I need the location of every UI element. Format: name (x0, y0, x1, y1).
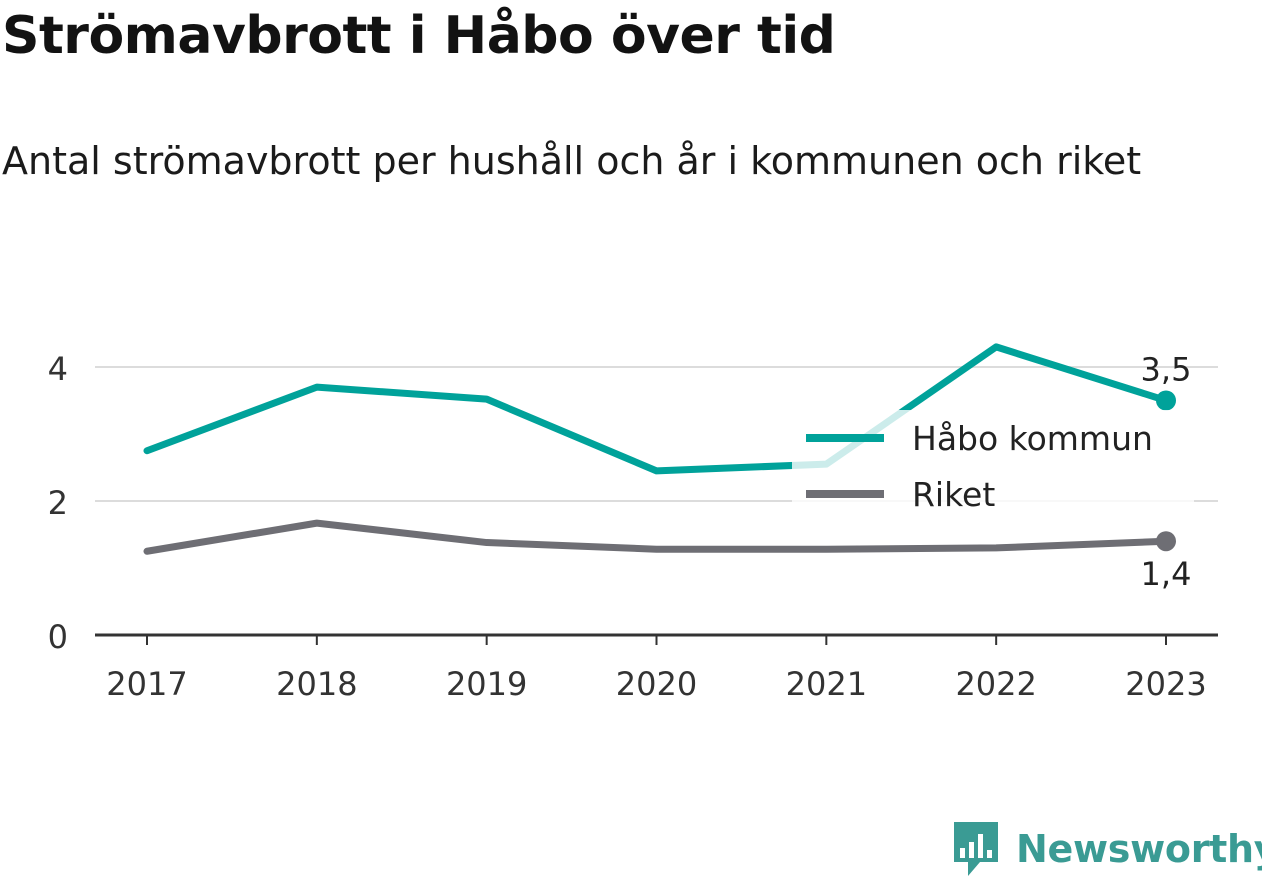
legend-label: Håbo kommun (912, 419, 1153, 458)
x-tick-label: 2017 (106, 665, 187, 703)
y-tick-label: 2 (48, 484, 68, 522)
y-tick-label: 4 (48, 350, 68, 388)
series-line-riket (143, 519, 1170, 555)
chart-title: Strömavbrott i Håbo över tid (2, 6, 836, 66)
data-label: 3,5 (1141, 351, 1192, 389)
chart-subtitle: Antal strömavbrott per hushåll och år i … (2, 139, 1142, 183)
bar-chart-speech-bubble-icon (954, 822, 998, 876)
legend-background (792, 410, 1194, 522)
newsworthy-logo: Newsworthy (950, 820, 1262, 878)
series-line-habo-kommun (143, 343, 1170, 475)
series-end-marker (1156, 531, 1176, 552)
data-label: 1,4 (1141, 555, 1192, 593)
legend-label: Riket (912, 475, 995, 514)
x-tick-label: 2018 (276, 665, 357, 703)
x-tick-label: 2020 (616, 665, 697, 703)
brand-name: Newsworthy (1016, 827, 1262, 871)
x-tick-label: 2022 (955, 665, 1036, 703)
x-tick-label: 2023 (1125, 665, 1206, 703)
x-tick-label: 2019 (446, 665, 527, 703)
y-tick-label: 0 (48, 618, 68, 656)
x-tick-label: 2021 (786, 665, 867, 703)
series-end-marker (1156, 390, 1176, 411)
